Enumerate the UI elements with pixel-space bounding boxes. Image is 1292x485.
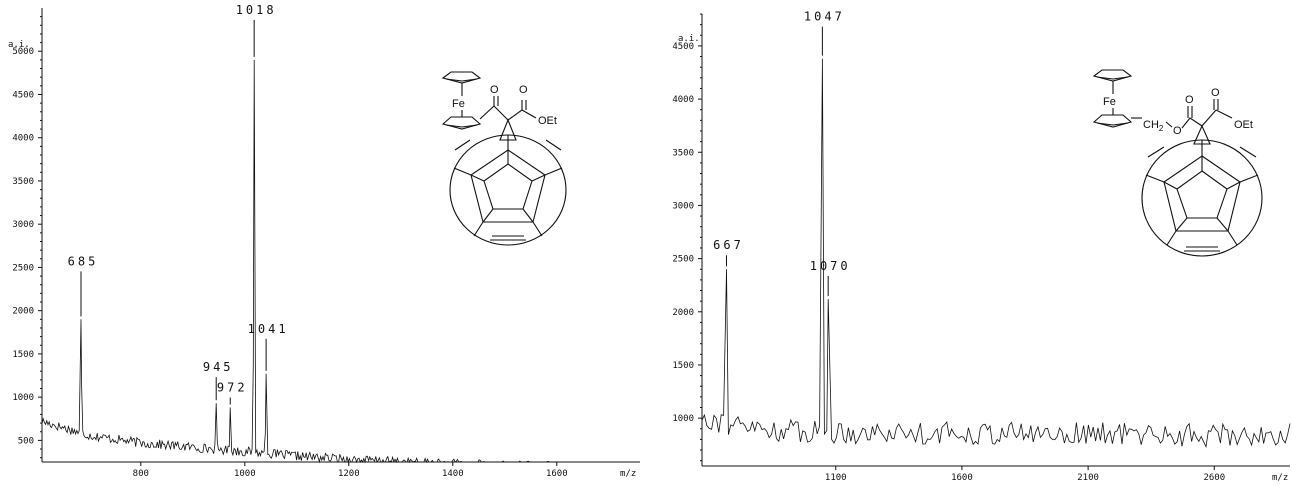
spectrum-1-y-tick-label: 500 bbox=[18, 436, 34, 446]
spectrum-1-y-tick-label: 2500 bbox=[12, 263, 34, 273]
molecule-2-carbonyl-o-1: O bbox=[1185, 94, 1194, 106]
spectrum-1-x-tick-label: 1600 bbox=[546, 469, 568, 479]
molecule-2-metal-label: Fe bbox=[1103, 96, 1116, 108]
peak-label: 1018 bbox=[236, 3, 277, 17]
molecule-2-ch2-label: CH2 bbox=[1143, 119, 1164, 133]
molecule-2-carbonyl-o-2: O bbox=[1211, 87, 1220, 99]
spectrum-1: a.i. m/z 500 1000 1500 2000 2500 3000 3500 4000… bbox=[8, 3, 640, 479]
spectrum-2-y-tick-label: 2000 bbox=[672, 308, 694, 318]
molecule-1-structure: Fe O O OEt bbox=[441, 71, 567, 246]
spectrum-1-x-tick-label: 1000 bbox=[234, 469, 256, 479]
spectrum-1-x-tick-label: 800 bbox=[133, 469, 149, 479]
molecule-1-ester-o: O bbox=[519, 84, 528, 96]
spectrum-1-x-tick-label: 1400 bbox=[442, 469, 464, 479]
molecule-2-structure: Fe CH2 O O O OEt bbox=[1092, 69, 1263, 257]
spectrum-1-x-tick-label: 1200 bbox=[338, 469, 360, 479]
spectrum-1-y-tick-label: 1500 bbox=[12, 350, 34, 360]
spectrum-1-x-axis-label: m/z bbox=[620, 469, 636, 479]
peak-label: 667 bbox=[713, 238, 744, 252]
spectrum-1-trace bbox=[41, 59, 640, 464]
spectrum-2-y-tick-label: 1500 bbox=[672, 361, 694, 371]
spectrum-2-x-tick-label: 2600 bbox=[1203, 473, 1225, 483]
molecule-1-oet-label: OEt bbox=[538, 115, 557, 127]
spectrum-2-y-tick-label: 4500 bbox=[672, 42, 694, 52]
spectrum-1-y-tick-label: 3500 bbox=[12, 177, 34, 187]
molecule-2-ether-o: O bbox=[1173, 125, 1182, 137]
spectrum-1-y-tick-label: 1000 bbox=[12, 393, 34, 403]
spectrum-1-y-tick-label: 2000 bbox=[12, 307, 34, 317]
spectrum-2-peak-labels: 667 1047 1070 bbox=[713, 10, 851, 297]
spectrum-2-y-tick-label: 4000 bbox=[672, 95, 694, 105]
spectrum-2-x-tick-label: 1600 bbox=[951, 473, 973, 483]
peak-label: 945 bbox=[203, 360, 234, 374]
spectrum-1-y-tick-label: 3000 bbox=[12, 220, 34, 230]
molecule-1-ketone-o: O bbox=[490, 84, 499, 96]
spectrum-2-y-ticks: 1000 1500 2000 2500 3000 3500 4000 4500 bbox=[672, 13, 702, 462]
peak-label: 972 bbox=[217, 381, 248, 395]
molecule-2-oet-label: OEt bbox=[1234, 119, 1253, 131]
spectrum-2-x-axis-label: m/z bbox=[1272, 473, 1288, 483]
spectrum-2-x-tick-label: 2100 bbox=[1077, 473, 1099, 483]
spectrum-2-x-ticks: 1100 1600 2100 2600 bbox=[825, 466, 1225, 483]
spectrum-2-y-tick-label: 3500 bbox=[672, 148, 694, 158]
spectrum-1-x-ticks: 800 1000 1200 1400 1600 bbox=[133, 462, 568, 479]
peak-label: 685 bbox=[68, 254, 99, 268]
spectrum-1-y-axis-label: a.i. bbox=[8, 40, 30, 50]
molecule-1-metal-label: Fe bbox=[452, 98, 465, 110]
peak-label: 1041 bbox=[248, 322, 289, 336]
spectrum-1-peak-labels: 685 945 972 1018 1041 bbox=[68, 3, 289, 405]
spectrum-2-y-tick-label: 3000 bbox=[672, 201, 694, 211]
peak-label: 1047 bbox=[804, 10, 845, 24]
spectrum-2-y-axis-label: a.i. bbox=[678, 34, 700, 44]
spectrum-1-y-tick-label: 4000 bbox=[12, 134, 34, 144]
peak-label: 1070 bbox=[810, 259, 851, 273]
spectrum-2-x-tick-label: 1100 bbox=[825, 473, 847, 483]
spectrum-1-y-tick-label: 4500 bbox=[12, 90, 34, 100]
spectrum-1-y-tick-label: 5000 bbox=[12, 47, 34, 57]
spectrum-2-y-tick-label: 2500 bbox=[672, 255, 694, 265]
spectrum-1-y-ticks: 500 1000 1500 2000 2500 3000 3500 4000 4500 5000 bbox=[12, 16, 42, 459]
spectrum-2: a.i. m/z 1000 1500 2000 2500 3000 3500 4000 450… bbox=[672, 10, 1291, 483]
spectrum-2-y-tick-label: 1000 bbox=[672, 414, 694, 424]
spectrum-2-trace bbox=[701, 58, 1291, 449]
